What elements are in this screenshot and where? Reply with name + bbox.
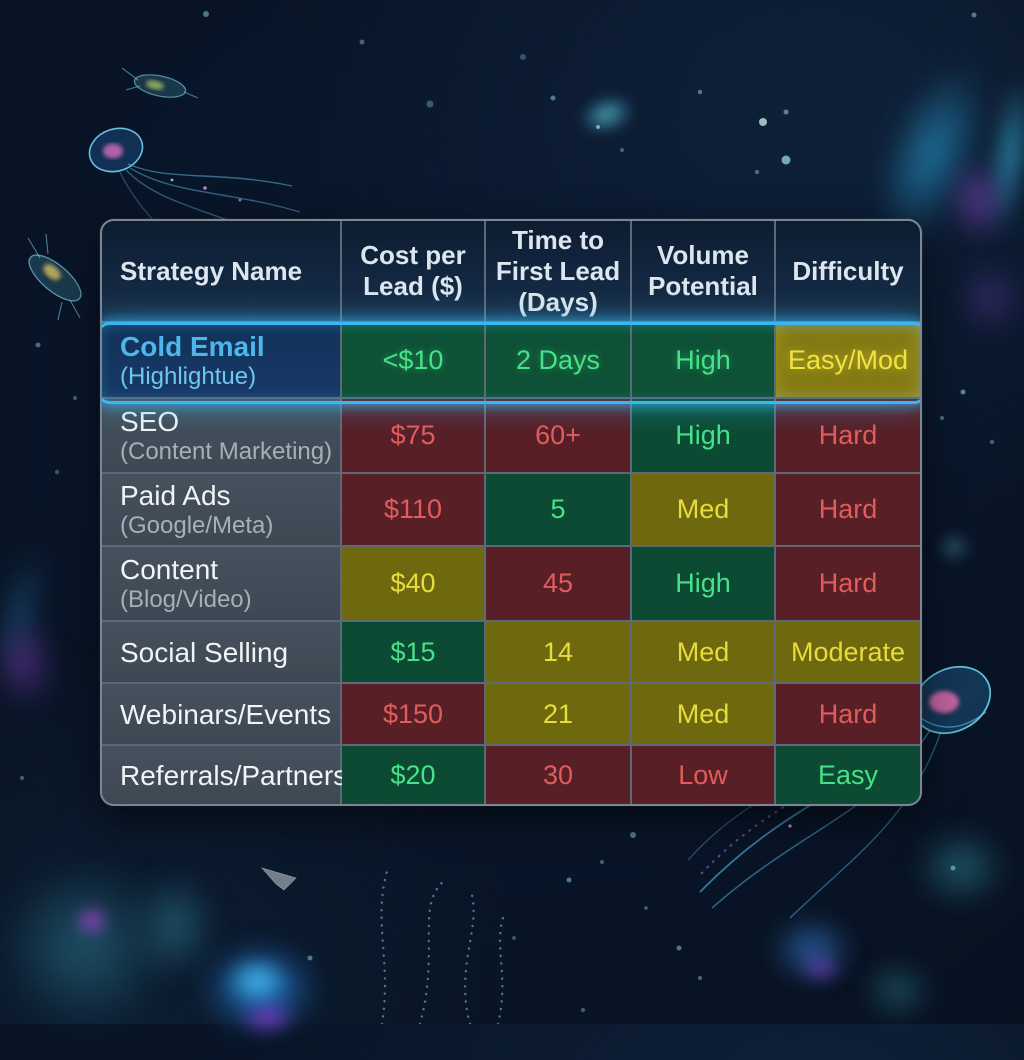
table-grid: Strategy Name Cost per Lead ($) Time to Fi… <box>102 221 920 804</box>
row-label-2: Paid Ads (Google/Meta) <box>102 474 340 545</box>
value-cell-r6-c0: $20 <box>342 746 484 804</box>
copepod-left <box>27 233 82 321</box>
jellyfish-glow-right-edge <box>946 248 1024 348</box>
row-label-0: Cold Email (Highlightue) <box>102 323 340 397</box>
column-header-3: Volume Potential <box>632 221 774 321</box>
row-label-3: Content (Blog/Video) <box>102 547 340 620</box>
row-label-6: Referrals/Partners <box>102 746 347 804</box>
jellyfish-glow-purple <box>938 140 1018 260</box>
column-header-2: Time to First Lead (Days) <box>486 221 630 321</box>
copepod-top-left <box>121 67 199 99</box>
strategy-name: Cold Email <box>120 330 265 362</box>
value-cell-r5-c3: Hard <box>776 684 920 744</box>
value-cell-r5-c1: 21 <box>486 684 630 744</box>
value-cell-r1-c3: Hard <box>776 399 920 472</box>
column-header-1: Cost per Lead ($) <box>342 221 484 321</box>
value-cell-r0-c0: <$10 <box>342 323 484 397</box>
value-cell-r5-c2: Med <box>632 684 774 744</box>
value-cell-r0-c2: High <box>632 323 774 397</box>
row-label-4: Social Selling <box>102 622 340 682</box>
strategy-name: Social Selling <box>120 636 289 668</box>
blue-jellyfish-core-glow <box>212 948 302 1013</box>
fish-bottom-left <box>260 867 297 891</box>
row-label-5: Webinars/Events <box>102 684 340 744</box>
value-cell-r2-c2: Med <box>632 474 774 545</box>
value-cell-r4-c1: 14 <box>486 622 630 682</box>
tentacle-glow-left <box>0 516 70 714</box>
strategy-comparison-table: Strategy Name Cost per Lead ($) Time to Fi… <box>100 219 922 806</box>
value-cell-r3-c0: $40 <box>342 547 484 620</box>
value-cell-r0-c3: Easy/Mod <box>776 323 920 397</box>
value-cell-r6-c3: Easy <box>776 746 920 804</box>
jellyfish-purple-core-bottom-right <box>792 948 850 988</box>
strategy-subtitle: (Google/Meta) <box>120 512 274 539</box>
value-cell-r3-c3: Hard <box>776 547 920 620</box>
blue-jellyfish-glow-bottom <box>178 930 343 1060</box>
strategy-name: Referrals/Partners <box>120 759 348 791</box>
value-cell-r6-c1: 30 <box>486 746 630 804</box>
column-header-4: Difficulty <box>776 221 920 321</box>
purple-polyp-glow <box>66 898 118 944</box>
dotted-plant-strands <box>380 866 507 1024</box>
jellyfish-glow-bottom-right <box>752 900 872 1000</box>
coral-glow-bottom-right-2 <box>850 948 945 1033</box>
value-cell-r4-c0: $15 <box>342 622 484 682</box>
value-cell-r4-c2: Med <box>632 622 774 682</box>
value-cell-r1-c1: 60+ <box>486 399 630 472</box>
value-cell-r2-c0: $110 <box>342 474 484 545</box>
strategy-name: Paid Ads <box>120 480 231 511</box>
column-header-0: Strategy Name <box>102 221 340 321</box>
value-cell-r3-c2: High <box>632 547 774 620</box>
coral-branch-glow <box>120 850 230 1000</box>
fish-glow-top-middle <box>566 75 653 147</box>
plankton-glow-right-mid <box>928 524 980 570</box>
strategy-name: SEO <box>120 406 180 437</box>
coral-glow-bottom-right <box>896 812 1024 922</box>
purple-core-glow-bottom <box>228 995 308 1040</box>
strategy-subtitle: (Content Marketing) <box>120 438 333 465</box>
strategy-name: Webinars/Events <box>120 698 332 730</box>
value-cell-r2-c1: 5 <box>486 474 630 545</box>
value-cell-r3-c1: 45 <box>486 547 630 620</box>
coral-glow-bottom-left <box>0 830 200 1060</box>
value-cell-r5-c0: $150 <box>342 684 484 744</box>
value-cell-r4-c3: Moderate <box>776 622 920 682</box>
value-cell-r0-c1: 2 Days <box>486 323 630 397</box>
value-cell-r1-c2: High <box>632 399 774 472</box>
strategy-name: Content <box>120 554 219 585</box>
value-cell-r2-c3: Hard <box>776 474 920 545</box>
value-cell-r1-c0: $75 <box>342 399 484 472</box>
row-label-1: SEO (Content Marketing) <box>102 399 340 472</box>
strategy-subtitle: (Highlightue) <box>120 362 257 390</box>
strategy-subtitle: (Blog/Video) <box>120 586 252 613</box>
jellyfish-glow-left-mid <box>0 598 67 728</box>
jellyfish-glow-top-right-2 <box>969 37 1024 273</box>
value-cell-r6-c2: Low <box>632 746 774 804</box>
deep-sea-background: Strategy Name Cost per Lead ($) Time to Fi… <box>0 5 1024 1060</box>
